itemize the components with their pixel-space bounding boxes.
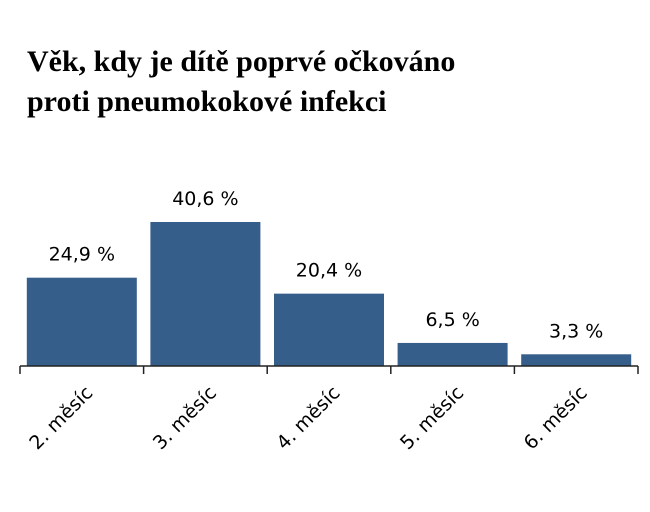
- data-label: 40,6 %: [172, 188, 238, 210]
- chart-title-line-2: proti pneumokokové infekci: [27, 85, 387, 118]
- bars-group: [26, 222, 632, 366]
- category-labels-group: 2. měsíc 3. měsíc 4. měsíc 5. měsíc 6. měsíc: [25, 382, 592, 454]
- value-labels-group: 24,9 % 40,6 % 20,4 % 6,5 % 3,3 %: [49, 188, 604, 342]
- chart-title: Věk, kdy je dítě poprvé očkováno proti p…: [27, 42, 627, 122]
- category-label: 3. měsíc: [149, 382, 221, 454]
- data-label: 20,4 %: [296, 260, 362, 282]
- data-label: 6,5 %: [425, 309, 479, 331]
- category-label: 4. měsíc: [272, 382, 344, 454]
- bar: [150, 222, 261, 366]
- category-label: 6. měsíc: [520, 382, 592, 454]
- bar: [26, 277, 137, 366]
- category-label: 2. měsíc: [25, 382, 97, 454]
- data-label: 24,9 %: [49, 244, 115, 266]
- bar: [397, 342, 508, 366]
- bar: [521, 354, 632, 366]
- chart-title-line-1: Věk, kdy je dítě poprvé očkováno: [27, 45, 456, 78]
- data-label: 3,3 %: [549, 320, 603, 342]
- bar: [274, 293, 384, 366]
- category-label: 5. měsíc: [396, 382, 468, 454]
- x-axis-ticks-group: [19, 366, 639, 374]
